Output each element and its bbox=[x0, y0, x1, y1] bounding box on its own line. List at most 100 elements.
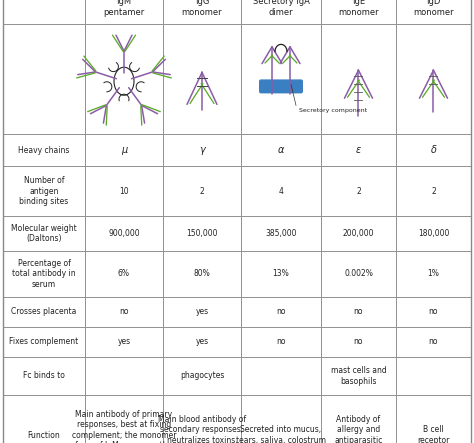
Text: mast cells and
basophils: mast cells and basophils bbox=[331, 366, 386, 386]
Text: Secreted into mucus,
tears, saliva, colostrum: Secreted into mucus, tears, saliva, colo… bbox=[236, 425, 326, 443]
Bar bbox=[163, 24, 241, 134]
Bar bbox=[85, 297, 163, 327]
Bar bbox=[321, 216, 396, 251]
Text: γ: γ bbox=[199, 145, 205, 155]
Text: 385,000: 385,000 bbox=[265, 229, 297, 238]
Bar bbox=[396, 0, 471, 24]
Bar bbox=[396, 24, 471, 134]
Text: 200,000: 200,000 bbox=[343, 229, 374, 238]
Bar bbox=[163, 297, 241, 327]
Bar bbox=[321, 166, 396, 216]
Text: yes: yes bbox=[195, 338, 209, 346]
Bar bbox=[85, 251, 163, 297]
Bar bbox=[241, 251, 321, 297]
Bar bbox=[163, 166, 241, 216]
Bar bbox=[3, 357, 85, 395]
Bar bbox=[241, 134, 321, 166]
Bar bbox=[3, 395, 85, 443]
Bar bbox=[85, 357, 163, 395]
Text: Secretory component: Secretory component bbox=[299, 108, 367, 113]
Bar bbox=[163, 357, 241, 395]
Text: no: no bbox=[354, 307, 363, 316]
Text: Number of
antigen
binding sites: Number of antigen binding sites bbox=[19, 176, 69, 206]
Bar bbox=[163, 0, 241, 24]
Text: IgM
pentamer: IgM pentamer bbox=[103, 0, 145, 17]
Text: 2: 2 bbox=[200, 187, 204, 195]
Text: 10: 10 bbox=[119, 187, 129, 195]
Bar bbox=[85, 24, 163, 134]
Text: ε: ε bbox=[356, 145, 361, 155]
Bar bbox=[321, 327, 396, 357]
Text: IgD
monomer: IgD monomer bbox=[413, 0, 454, 17]
Bar bbox=[163, 251, 241, 297]
Text: Main blood antibody of
secondary responses,
neutralizes toxins,
opsonization: Main blood antibody of secondary respons… bbox=[158, 415, 246, 443]
Text: 900,000: 900,000 bbox=[108, 229, 140, 238]
Bar bbox=[85, 166, 163, 216]
Text: no: no bbox=[276, 338, 286, 346]
Bar bbox=[163, 216, 241, 251]
Bar bbox=[396, 327, 471, 357]
Text: 150,000: 150,000 bbox=[186, 229, 218, 238]
Bar bbox=[163, 134, 241, 166]
Bar bbox=[321, 134, 396, 166]
Text: B cell
receptor: B cell receptor bbox=[417, 425, 450, 443]
Text: Antibody of
allergy and
antiparasitic
activity: Antibody of allergy and antiparasitic ac… bbox=[334, 415, 383, 443]
Text: 6%: 6% bbox=[118, 269, 130, 279]
Bar bbox=[241, 297, 321, 327]
Bar bbox=[3, 216, 85, 251]
Text: 0.002%: 0.002% bbox=[344, 269, 373, 279]
Bar bbox=[321, 357, 396, 395]
Text: no: no bbox=[354, 338, 363, 346]
Bar bbox=[3, 134, 85, 166]
Text: 2: 2 bbox=[431, 187, 436, 195]
Bar bbox=[85, 0, 163, 24]
Text: α: α bbox=[278, 145, 284, 155]
Bar bbox=[3, 297, 85, 327]
Text: 13%: 13% bbox=[273, 269, 289, 279]
Bar bbox=[85, 395, 163, 443]
Bar bbox=[85, 216, 163, 251]
Text: no: no bbox=[276, 307, 286, 316]
Text: no: no bbox=[429, 338, 438, 346]
Text: phagocytes: phagocytes bbox=[180, 372, 224, 381]
Bar bbox=[321, 0, 396, 24]
Bar bbox=[241, 395, 321, 443]
Bar bbox=[3, 251, 85, 297]
Text: Secretory IgA
dimer: Secretory IgA dimer bbox=[253, 0, 310, 17]
Text: yes: yes bbox=[195, 307, 209, 316]
Bar bbox=[3, 327, 85, 357]
Text: 180,000: 180,000 bbox=[418, 229, 449, 238]
Text: Function: Function bbox=[27, 431, 60, 439]
Text: Percentage of
total antibody in
serum: Percentage of total antibody in serum bbox=[12, 259, 76, 289]
Text: Crosses placenta: Crosses placenta bbox=[11, 307, 77, 316]
Text: IgE
monomer: IgE monomer bbox=[338, 0, 379, 17]
FancyBboxPatch shape bbox=[259, 79, 303, 93]
Bar bbox=[396, 216, 471, 251]
Text: 1%: 1% bbox=[428, 269, 439, 279]
Bar bbox=[85, 327, 163, 357]
Text: μ: μ bbox=[121, 145, 127, 155]
Bar bbox=[396, 134, 471, 166]
Bar bbox=[396, 395, 471, 443]
Bar bbox=[321, 251, 396, 297]
Bar bbox=[241, 216, 321, 251]
Text: δ: δ bbox=[430, 145, 437, 155]
Bar bbox=[241, 24, 321, 134]
Text: yes: yes bbox=[118, 338, 130, 346]
Text: Fc binds to: Fc binds to bbox=[23, 372, 65, 381]
Bar bbox=[321, 395, 396, 443]
Bar bbox=[241, 0, 321, 24]
Bar bbox=[241, 327, 321, 357]
Bar bbox=[163, 395, 241, 443]
Text: 2: 2 bbox=[356, 187, 361, 195]
Text: Main antibody of primary
responses, best at fixing
complement; the monomer
form : Main antibody of primary responses, best… bbox=[72, 410, 176, 443]
Bar bbox=[241, 166, 321, 216]
Text: Heavy chains: Heavy chains bbox=[18, 145, 70, 155]
Bar bbox=[321, 297, 396, 327]
Bar bbox=[241, 357, 321, 395]
Bar bbox=[85, 134, 163, 166]
Text: Fixes complement: Fixes complement bbox=[9, 338, 79, 346]
Text: no: no bbox=[119, 307, 129, 316]
Bar bbox=[396, 251, 471, 297]
Bar bbox=[3, 166, 85, 216]
